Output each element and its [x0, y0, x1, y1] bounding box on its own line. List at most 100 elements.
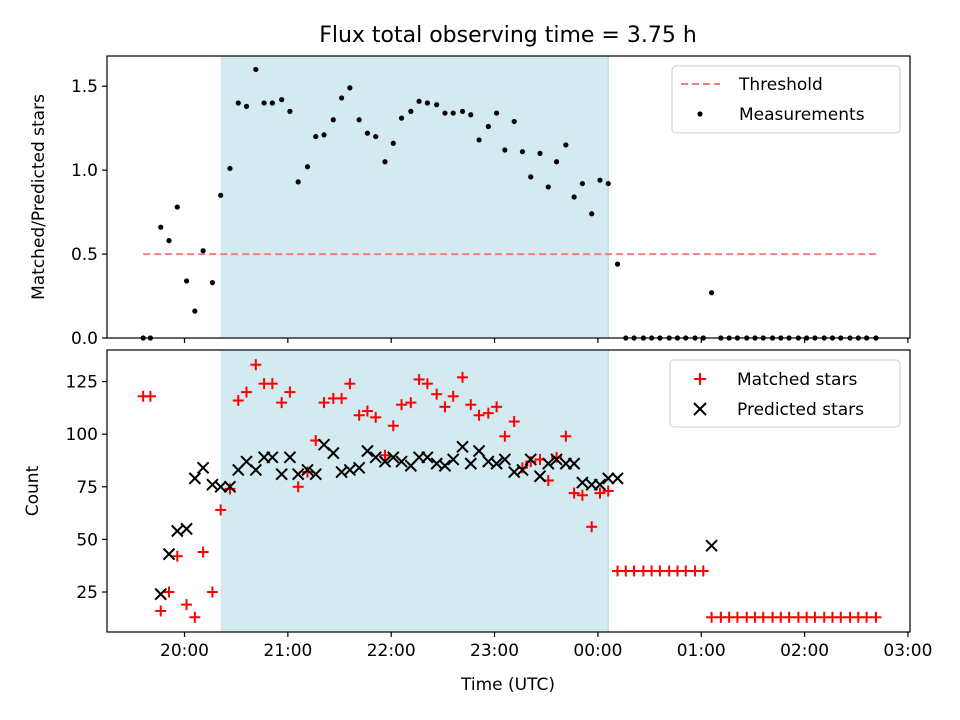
- measurement-point: [442, 110, 448, 116]
- predicted-star-point: [593, 478, 607, 491]
- matched-star-point: [292, 481, 304, 493]
- predicted-star-point: [524, 453, 537, 466]
- matched-star-point: [396, 399, 408, 411]
- predicted-star-point: [301, 463, 314, 477]
- x-tick-label: 00:00: [573, 641, 622, 661]
- x-tick-label: 02:00: [780, 641, 829, 661]
- predicted-star-point: [275, 467, 288, 481]
- measurement-point: [158, 224, 164, 230]
- predicted-star-point: [369, 451, 382, 464]
- measurement-point: [579, 180, 585, 187]
- matched-star-point: [189, 611, 201, 623]
- predicted-star-point: [550, 453, 563, 466]
- predicted-star-point: [283, 451, 297, 464]
- matched-star-point: [206, 586, 218, 598]
- x-tick-label: 03:00: [883, 641, 932, 661]
- measurement-point: [511, 118, 517, 125]
- measurement-point: [227, 165, 233, 172]
- measurement-point: [166, 238, 172, 244]
- measurement-point: [494, 110, 500, 116]
- x-tick-label: 01:00: [677, 641, 726, 661]
- matched-star-point: [594, 487, 606, 499]
- measurement-point: [468, 112, 474, 118]
- matched-star-point: [560, 430, 572, 442]
- matched-star-point: [697, 565, 709, 577]
- bottom-y-tick-label: 50: [76, 530, 98, 550]
- measurement-point: [192, 308, 198, 314]
- matched-star-point: [353, 409, 365, 421]
- predicted-star-point: [498, 453, 512, 466]
- predicted-star-point: [567, 457, 581, 470]
- measurement-point: [243, 103, 250, 109]
- measurement-point: [571, 194, 577, 200]
- measurement-point: [382, 159, 388, 165]
- top-legend: Threshold Measurements: [671, 65, 901, 134]
- matched-star-point: [525, 456, 537, 468]
- matched-star-point: [284, 386, 296, 398]
- predicted-star-point: [542, 457, 555, 470]
- measurement-point: [408, 108, 414, 114]
- measurement-point: [200, 248, 206, 254]
- predicted-star-point: [343, 463, 357, 477]
- predicted-star-point: [188, 472, 202, 485]
- predicted-star-point: [378, 455, 392, 468]
- matched-star-point: [508, 416, 520, 428]
- predicted-star-point: [223, 480, 237, 493]
- legend-matched-swatch: [694, 373, 706, 385]
- measurement-point: [476, 137, 482, 143]
- predicted-star-point: [576, 476, 589, 489]
- measurement-point: [502, 147, 508, 153]
- matched-star-point: [431, 388, 443, 400]
- matched-star-point: [197, 546, 209, 558]
- predicted-star-point: [705, 539, 718, 552]
- measurement-point: [589, 211, 595, 217]
- matched-star-point: [405, 397, 417, 409]
- predicted-star-point: [438, 459, 452, 472]
- matched-star-point: [731, 611, 743, 623]
- measurement-point: [338, 95, 345, 101]
- matched-star-point: [344, 378, 356, 390]
- measurement-point: [287, 108, 293, 114]
- predicted-star-point: [206, 478, 219, 491]
- measurement-point: [708, 290, 715, 296]
- matched-star-point: [809, 611, 821, 623]
- measurement-point: [434, 102, 440, 108]
- measurement-point: [356, 117, 362, 123]
- matched-star-point: [783, 611, 795, 623]
- measurement-point: [253, 66, 259, 73]
- legend-predicted-label: Predicted stars: [737, 400, 864, 420]
- matched-star-point: [336, 392, 348, 404]
- measurement-point: [235, 100, 241, 106]
- measurement-point: [295, 179, 301, 185]
- matched-star-point: [457, 371, 469, 383]
- matched-star-point: [465, 399, 477, 411]
- measurement-point: [605, 180, 611, 187]
- matched-star-point: [576, 489, 588, 501]
- legend-predicted-swatch: [693, 402, 707, 416]
- chart-title: Flux total observing time = 3.75 h: [319, 23, 697, 48]
- matched-star-point: [551, 451, 563, 463]
- top-y-tick-label: 0.5: [71, 245, 98, 265]
- legend-measurements-swatch: [697, 111, 703, 117]
- measurement-point: [614, 261, 621, 267]
- predicted-star-point: [180, 522, 193, 536]
- matched-star-point: [602, 485, 614, 497]
- matched-star-point: [181, 599, 193, 611]
- legend-measurements-label: Measurements: [739, 105, 865, 125]
- matched-star-point: [361, 405, 373, 417]
- matched-star-point: [439, 401, 451, 413]
- predicted-star-point: [533, 470, 547, 483]
- predicted-star-point: [162, 547, 176, 561]
- matched-star-point: [171, 550, 183, 562]
- matched-star-point: [379, 449, 391, 461]
- bottom-y-axis-label: Count: [23, 465, 43, 516]
- predicted-star-point: [154, 587, 167, 601]
- predicted-star-point: [490, 457, 503, 470]
- matched-star-point: [447, 390, 459, 402]
- matched-star-point: [215, 504, 227, 516]
- measurement-point: [183, 278, 190, 284]
- predicted-star-point: [361, 444, 374, 458]
- matched-star-point: [155, 605, 167, 617]
- measurement-point: [416, 98, 422, 104]
